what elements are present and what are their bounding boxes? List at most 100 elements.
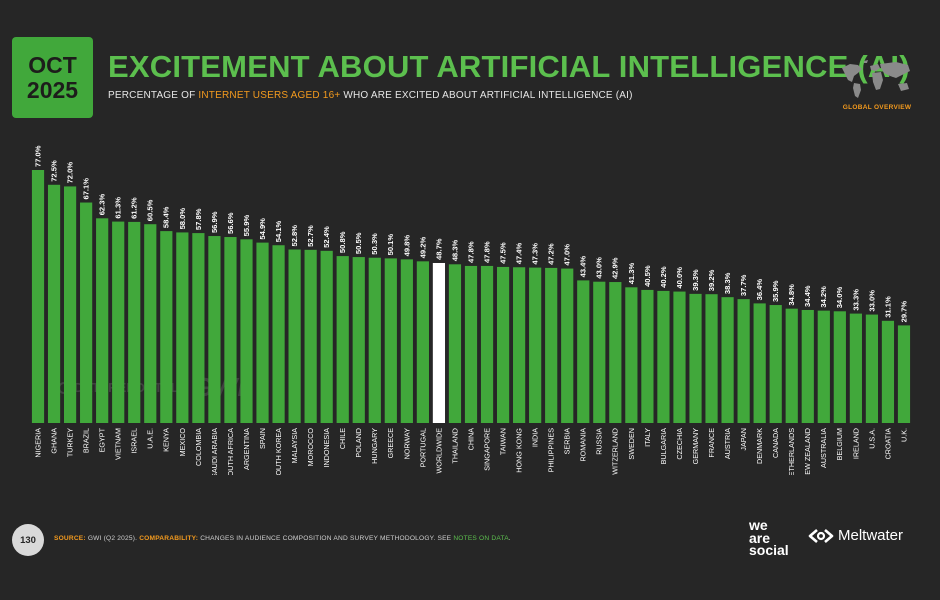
value-label: 43.0%	[595, 257, 604, 279]
value-label: 50.3%	[370, 233, 379, 255]
bar-morocco	[304, 249, 317, 423]
value-label: 77.0%	[33, 145, 42, 167]
category-label: EGYPT	[98, 427, 107, 452]
category-label: SPAIN	[258, 428, 267, 449]
value-label: 42.9%	[611, 257, 620, 279]
category-label: AUSTRIA	[723, 428, 732, 459]
subtitle-highlight: INTERNET USERS AGED 16+	[198, 90, 341, 101]
bar-portugal	[416, 261, 429, 423]
category-label: IRELAND	[851, 428, 860, 459]
date-badge: OCT 2025	[12, 37, 93, 118]
value-label: 49.2%	[418, 237, 427, 259]
bar-austria	[721, 297, 734, 423]
bar-belgium	[833, 311, 846, 423]
bar-saudi-arabia	[208, 236, 221, 423]
category-label: ROMANIA	[579, 428, 588, 462]
comparability-label: COMPARABILITY:	[139, 535, 199, 542]
value-label: 40.5%	[643, 265, 652, 287]
bar-russia	[593, 281, 606, 423]
bar-italy	[641, 289, 654, 423]
value-label: 37.7%	[739, 274, 748, 296]
subtitle-suffix: WHO ARE EXCITED ABOUT ARTIFICIAL INTELLI…	[340, 90, 633, 101]
bar-sweden	[625, 287, 638, 423]
meltwater-icon	[808, 528, 834, 543]
was-line-3: social	[749, 542, 789, 558]
was-line-1: we	[749, 517, 768, 533]
bar-thailand	[448, 264, 462, 423]
bar-brazil	[80, 202, 93, 423]
subtitle: PERCENTAGE OF INTERNET USERS AGED 16+ WH…	[108, 90, 633, 101]
value-label: 34.8%	[787, 284, 796, 306]
bar-taiwan	[496, 266, 510, 423]
category-label: TAIWAN	[498, 428, 507, 455]
bar-romania	[577, 280, 590, 423]
bar-india	[529, 267, 542, 423]
value-label: 58.0%	[178, 208, 187, 230]
category-label: DENMARK	[755, 428, 764, 464]
value-label: 39.2%	[707, 269, 716, 291]
bar-australia	[817, 310, 830, 423]
bar-colombia	[192, 233, 205, 423]
bar-chart: 77.0% NIGERIA 72.5% GHANA 72.0% TURKEY 67.1% BR…	[31, 145, 911, 475]
bar-france	[705, 294, 718, 423]
value-label: 31.1%	[883, 296, 892, 318]
category-label: CANADA	[771, 428, 780, 458]
value-label: 56.9%	[210, 211, 219, 233]
value-label: 41.3%	[627, 263, 636, 285]
notes-on-data-link[interactable]: NOTES ON DATA	[453, 535, 509, 542]
badge-year: 2025	[26, 76, 79, 103]
category-label: MALAYSIA	[290, 428, 299, 464]
category-label: AUSTRALIA	[819, 428, 828, 468]
value-label: 29.7%	[899, 301, 908, 323]
category-label: CZECHIA	[675, 428, 684, 460]
bar-turkey	[64, 186, 77, 423]
category-label: PHILIPPINES	[547, 428, 556, 473]
bar-bulgaria	[657, 290, 670, 423]
bar-norway	[400, 259, 413, 423]
category-label: RUSSIA	[595, 428, 604, 455]
value-label: 47.0%	[563, 244, 572, 266]
value-label: 40.0%	[675, 267, 684, 289]
bar-argentina	[240, 239, 253, 423]
we-are-social-logo: we are social	[749, 517, 789, 558]
value-label: 39.3%	[691, 269, 700, 291]
bar-new-zealand	[801, 309, 814, 423]
category-label: WORLDWIDE	[434, 428, 443, 474]
source-text: GWI (Q2 2025).	[85, 535, 140, 542]
category-label: MEXICO	[178, 428, 187, 457]
bar-switzerland	[609, 282, 622, 423]
category-label: MOROCCO	[306, 428, 315, 467]
subtitle-prefix: PERCENTAGE OF	[108, 90, 199, 101]
category-label: GHANA	[49, 428, 58, 454]
bar-singapore	[480, 265, 494, 423]
meltwater-label: Meltwater	[838, 527, 904, 544]
value-label: 47.2%	[547, 243, 556, 265]
value-label: 58.4%	[162, 206, 171, 228]
bar-mexico	[176, 232, 189, 423]
value-label: 38.3%	[723, 272, 732, 294]
bar-worldwide	[432, 262, 446, 423]
category-label: U.A.E.	[146, 428, 155, 449]
category-label: ISRAEL	[130, 428, 139, 454]
category-label: ITALY	[643, 428, 652, 447]
bar-chile	[336, 256, 349, 423]
category-label: HONG KONG	[515, 428, 524, 473]
category-label: NEW ZEALAND	[803, 428, 812, 475]
bar-canada	[769, 305, 782, 423]
bar-germany	[689, 293, 702, 423]
category-label: U.S.A.	[867, 428, 876, 449]
source-label: SOURCE:	[54, 535, 86, 542]
bar-philippines	[545, 267, 558, 423]
value-label: 33.3%	[851, 289, 860, 311]
value-label: 50.5%	[354, 232, 363, 254]
category-label: INDONESIA	[322, 428, 331, 468]
value-label: 67.1%	[82, 178, 91, 200]
category-label: SERBIA	[563, 428, 572, 455]
value-label: 56.6%	[226, 212, 235, 234]
bar-vietnam	[112, 221, 125, 423]
value-label: 34.4%	[803, 285, 812, 307]
bar-u-a-e	[144, 224, 157, 423]
value-label: 50.1%	[386, 234, 395, 256]
value-label: 36.4%	[755, 279, 764, 301]
page-title: EXCITEMENT ABOUT ARTIFICIAL INTELLIGENCE…	[108, 49, 910, 84]
